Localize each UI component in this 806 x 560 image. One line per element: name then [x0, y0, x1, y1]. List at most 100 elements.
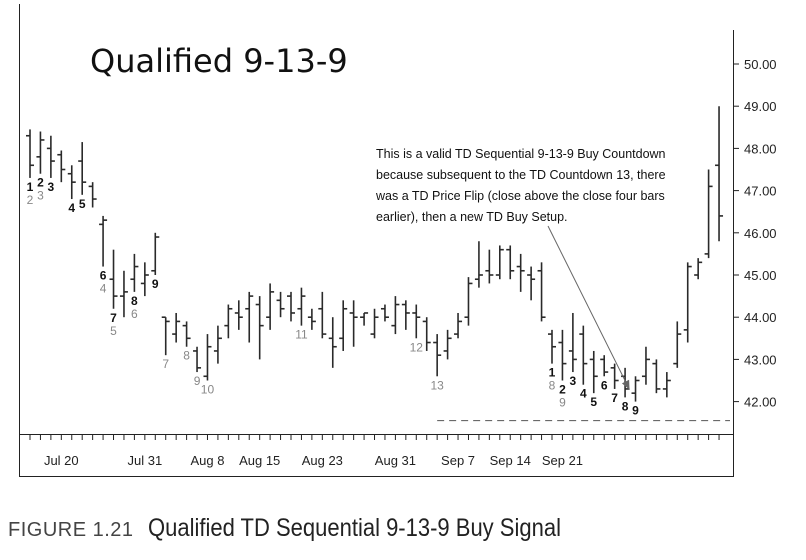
count-label: 10 [201, 383, 215, 397]
count-label: 1 [27, 180, 34, 194]
x-tick-label: Sep 21 [542, 453, 583, 468]
ohlc-bar [694, 258, 703, 280]
ohlc-bar [506, 245, 515, 280]
count-label: 1 [549, 366, 556, 380]
annotation-text: This is a valid TD Sequential 9-13-9 Buy… [375, 147, 666, 224]
ohlc-bar [339, 300, 348, 351]
ohlc-bar [182, 321, 191, 347]
ohlc-bar [130, 253, 139, 292]
y-tick-label: 49.00 [744, 99, 777, 114]
annotation-line: earlier), then a new TD Buy Setup. [376, 210, 568, 224]
count-label: 9 [632, 404, 639, 418]
ohlc-bar [548, 329, 556, 364]
count-label: 6 [601, 378, 608, 392]
count-label: 4 [68, 201, 75, 215]
ohlc-bar [537, 262, 546, 322]
count-label: 12 [410, 340, 424, 354]
count-label: 3 [570, 374, 577, 388]
y-axis: 50.00 49.00 48.00 47.00 46.00 45.00 44.00 43.00… [733, 57, 777, 410]
ohlc-bar [318, 291, 327, 339]
annotation-arrowhead [621, 379, 630, 390]
ohlc-bar [568, 312, 577, 373]
count-label: 5 [79, 197, 86, 211]
count-label: 11 [295, 328, 308, 342]
ohlc-bar [641, 346, 650, 385]
count-label: 9 [194, 374, 201, 388]
ohlc-bar [57, 150, 66, 183]
annotation-line: This is a valid TD Sequential 9-13-9 Buy… [376, 147, 666, 161]
ohlc-bar [391, 296, 400, 335]
ohlc-bar [203, 334, 212, 381]
ohlc-bar [474, 241, 483, 288]
y-tick-label: 45.00 [744, 268, 777, 283]
count-label: 13 [430, 378, 444, 392]
ohlc-bar [234, 300, 243, 330]
count-label: 8 [131, 294, 138, 308]
x-tick-label: Aug 8 [190, 453, 224, 468]
ohlc-bar [328, 317, 337, 368]
ohlc-bar [652, 359, 661, 394]
price-bars [26, 106, 724, 402]
ohlc-bar [673, 321, 682, 368]
count-label: 2 [559, 383, 566, 397]
count-label: 5 [110, 324, 117, 338]
ohlc-bar [631, 376, 640, 402]
count-label: 2 [27, 193, 34, 207]
count-label: 3 [37, 189, 44, 203]
ohlc-bar [26, 129, 34, 178]
ohlc-bar [610, 363, 619, 389]
ohlc-bar [193, 346, 202, 373]
ohlc-bar [443, 329, 452, 360]
ohlc-bar [516, 253, 525, 292]
ohlc-bar [464, 277, 473, 326]
x-tick-label: Sep 7 [441, 453, 475, 468]
ohlc-bar [88, 182, 97, 208]
ohlc-bar [370, 308, 379, 339]
x-axis: Jul 20 Jul 31 Aug 8 Aug 15 Aug 23 Aug 31 Sep 7… [29, 434, 720, 468]
ohlc-bar [307, 308, 316, 330]
ohlc-bar [485, 249, 494, 284]
ohlc-bar [255, 296, 264, 360]
ohlc-bar [119, 270, 128, 318]
y-tick-label: 50.00 [744, 57, 777, 72]
count-label: 8 [549, 379, 556, 393]
x-tick-label: Aug 31 [375, 453, 416, 468]
ohlc-bar [266, 283, 275, 330]
count-label: 6 [100, 269, 107, 283]
ohlc-bar [276, 291, 285, 318]
count-label: 8 [622, 399, 629, 413]
ohlc-bar [67, 165, 76, 200]
count-label: 9 [152, 277, 159, 291]
y-tick-label: 44.00 [744, 310, 777, 325]
count-label: 8 [183, 349, 190, 363]
ohlc-bar [224, 304, 233, 339]
count-label: 3 [48, 180, 55, 194]
ohlc-bar [683, 262, 692, 343]
ohlc-bar [600, 355, 609, 377]
x-tick-label: Aug 15 [239, 453, 280, 468]
count-label: 7 [110, 311, 117, 325]
ohlc-bar [349, 300, 358, 347]
ohlc-bar [161, 316, 170, 356]
x-tick-label: Aug 23 [302, 453, 343, 468]
annotation-line: because subsequent to the TD Countdown 1… [376, 168, 666, 182]
ohlc-bar [422, 317, 431, 351]
ohlc-bar [297, 287, 306, 326]
figure-caption: FIGURE 1.21 Qualified TD Sequential 9-13-… [8, 514, 798, 550]
y-tick-label: 43.00 [744, 352, 777, 367]
ohlc-bar [46, 135, 55, 178]
ohlc-bar [527, 266, 536, 301]
annotation: This is a valid TD Sequential 9-13-9 Buy… [375, 147, 666, 390]
ohlc-bar [360, 312, 369, 326]
ohlc-bar [412, 304, 421, 339]
ohlc-bar [495, 245, 504, 280]
figure-number: FIGURE 1.21 [8, 519, 134, 541]
caption-text: Qualified TD Sequential 9-13-9 Buy Signa… [147, 514, 561, 542]
annotation-arrow [547, 225, 630, 390]
chart-title: Qualified 9-13-9 [90, 42, 348, 80]
y-tick-label: 48.00 [744, 141, 777, 156]
ohlc-bar [715, 106, 724, 242]
x-tick-label: Jul 31 [127, 453, 162, 468]
y-tick-label: 47.00 [744, 184, 777, 199]
